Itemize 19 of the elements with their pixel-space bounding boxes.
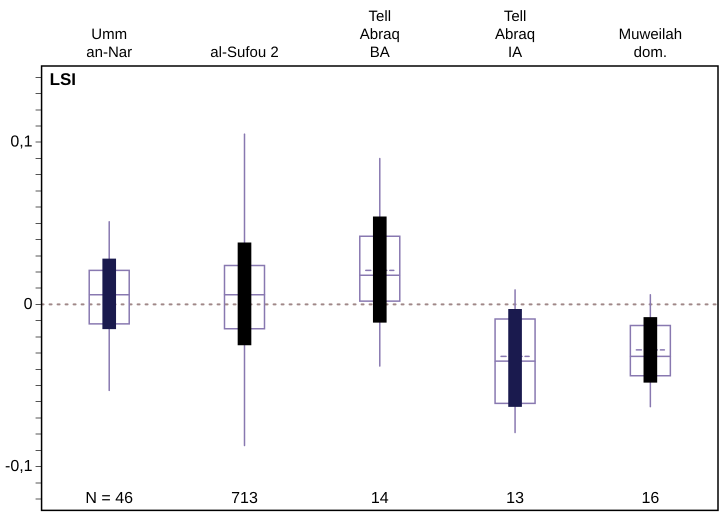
x-tick-label: Muweilah dom. — [618, 26, 682, 62]
x-tick-label: Umm an-Nar — [86, 26, 132, 62]
x-tick-label: Tell Abraq BA — [360, 8, 400, 62]
bar — [238, 242, 252, 346]
bar — [102, 258, 116, 330]
bar — [508, 308, 522, 407]
y-axis-title: LSI — [50, 70, 76, 90]
annotation: 13 — [506, 490, 524, 507]
x-tick-label: Tell Abraq IA — [495, 8, 536, 62]
annotation: 16 — [641, 490, 660, 507]
bar — [372, 216, 387, 323]
x-tick-label: al-Sufou 2 — [210, 44, 279, 62]
annotation: N = 46 — [85, 490, 134, 507]
annotation: 713 — [231, 490, 258, 507]
bar — [644, 317, 658, 383]
annotation: 14 — [370, 490, 389, 507]
y-tick-label: 0 — [24, 296, 33, 313]
y-tick-label: -0,1 — [4, 458, 33, 476]
y-tick-label: 0,1 — [10, 134, 33, 151]
